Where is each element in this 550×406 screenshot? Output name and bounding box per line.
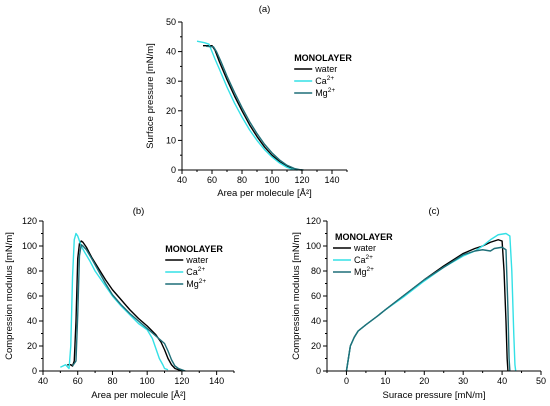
y-tick-label: 40 — [166, 47, 176, 57]
y-tick-label: 20 — [27, 341, 37, 351]
x-tick-label: 60 — [73, 376, 83, 386]
panel-label: (a) — [259, 4, 271, 15]
x-tick-label: 80 — [107, 376, 117, 386]
y-tick-label: 50 — [166, 17, 176, 27]
panel-label: (c) — [428, 206, 439, 217]
y-tick-label: 60 — [27, 291, 37, 301]
legend-title: MONOLAYER — [335, 232, 393, 242]
legend-label-mg2: Mg2+ — [354, 266, 374, 277]
x-tick-label: 0 — [344, 376, 349, 386]
y-tick-label: 0 — [316, 366, 321, 376]
y-tick-label: 60 — [311, 291, 321, 301]
legend-label-water: water — [185, 255, 208, 265]
y-axis-title: Compression modulus [mN/m] — [4, 232, 15, 360]
x-tick-label: 60 — [207, 175, 217, 185]
panel-c: (c) 0 10 20 30 40 50 0 20 40 60 80 100 120 Surace pres… — [291, 206, 546, 401]
x-tick-label: 140 — [324, 175, 339, 185]
x-tick-label: 120 — [174, 376, 189, 386]
y-tick-label: 80 — [27, 266, 37, 276]
x-axis-title: Area per molecule [Å²] — [91, 390, 186, 401]
x-tick-label: 50 — [536, 376, 546, 386]
x-tick-label: 100 — [264, 175, 279, 185]
panel-b: (b) 40 60 80 100 120 140 0 20 40 60 80 100 120 Area pe… — [4, 206, 235, 401]
legend-label-ca2: Ca2+ — [315, 75, 334, 86]
x-tick-label: 100 — [140, 376, 155, 386]
series-line-mg2 — [345, 246, 511, 372]
x-axis-title: Area per molecule [Å²] — [217, 188, 312, 199]
y-tick-label: 80 — [311, 266, 321, 276]
x-tick-label: 120 — [294, 175, 309, 185]
legend-title: MONOLAYER — [165, 244, 223, 254]
y-tick-label: 100 — [22, 241, 37, 251]
y-tick-label: 40 — [27, 316, 37, 326]
y-tick-label: 0 — [32, 366, 37, 376]
series-line-mg2 — [205, 45, 304, 171]
legend-label-water: water — [314, 64, 337, 74]
panel-label: (b) — [133, 206, 145, 217]
legend-label-water: water — [353, 243, 376, 253]
y-axis-title: Compression modulus [mN/m] — [291, 232, 302, 360]
x-tick-label: 40 — [38, 376, 48, 386]
series-line-mg2 — [71, 244, 186, 372]
legend-label-ca2: Ca2+ — [186, 266, 205, 277]
legend-label-mg2: Mg2+ — [315, 87, 335, 98]
legend-title: MONOLAYER — [294, 53, 352, 63]
y-tick-label: 20 — [166, 106, 176, 116]
series-line-ca2 — [60, 232, 169, 371]
y-tick-label: 20 — [311, 341, 321, 351]
y-tick-label: 40 — [311, 316, 321, 326]
x-tick-label: 10 — [380, 376, 390, 386]
series-line-water — [67, 240, 183, 372]
y-tick-label: 100 — [306, 241, 321, 251]
series-line-water — [203, 44, 303, 171]
y-axis-title: Surface pressure [mN/m] — [145, 43, 156, 149]
x-tick-label: 30 — [458, 376, 468, 386]
y-tick-label: 120 — [22, 216, 37, 226]
legend-label-ca2: Ca2+ — [354, 254, 373, 265]
x-tick-label: 40 — [497, 376, 507, 386]
y-tick-label: 0 — [171, 165, 176, 175]
y-tick-label: 120 — [306, 216, 321, 226]
y-tick-label: 10 — [166, 135, 176, 145]
legend-label-mg2: Mg2+ — [186, 278, 206, 289]
x-tick-label: 40 — [177, 175, 187, 185]
y-tick-label: 30 — [166, 76, 176, 86]
x-axis-title: Surace pressure [mN/m] — [383, 390, 486, 401]
x-tick-label: 20 — [419, 376, 429, 386]
x-tick-label: 80 — [237, 175, 247, 185]
panel-a: (a) 40 60 80 100 120 140 0 10 20 30 40 50 Area per mo… — [145, 4, 352, 199]
series-line-ca2 — [196, 40, 298, 171]
x-tick-label: 140 — [209, 376, 224, 386]
